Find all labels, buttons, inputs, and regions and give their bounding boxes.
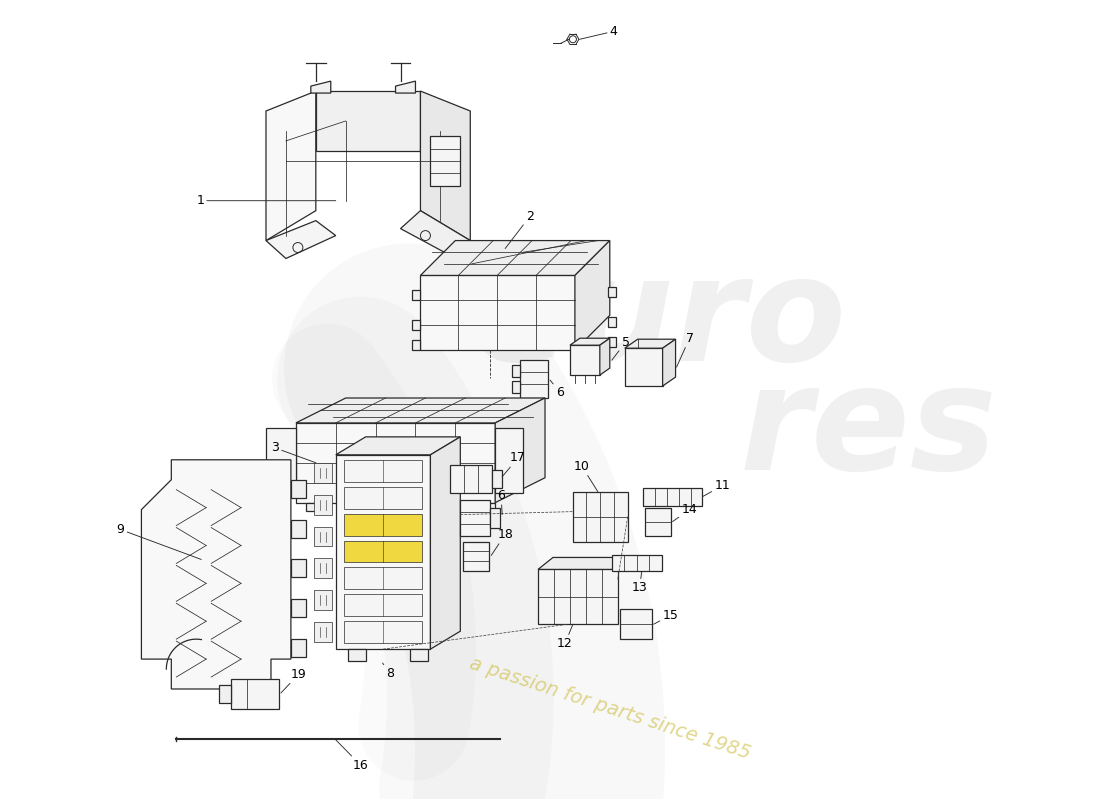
Polygon shape [538,558,632,570]
Bar [612,555,661,571]
Polygon shape [625,339,675,348]
Bar [343,486,422,509]
Bar [314,558,332,578]
Polygon shape [266,91,316,241]
Bar [573,492,628,542]
Bar [348,649,365,661]
Bar [463,542,490,571]
Bar [492,470,503,488]
Text: 8: 8 [383,663,395,680]
Text: 13: 13 [631,571,648,594]
Bar [491,508,501,527]
Polygon shape [662,339,675,386]
Bar [314,462,332,482]
Polygon shape [570,345,600,375]
Text: 3: 3 [271,442,316,462]
Bar [412,340,420,350]
Text: 19: 19 [280,667,307,693]
Bar [343,567,422,590]
Polygon shape [430,437,460,649]
Polygon shape [142,460,290,689]
Polygon shape [420,275,575,350]
Text: 5: 5 [612,336,630,360]
Text: res: res [740,359,998,500]
Text: a passion for parts since 1985: a passion for parts since 1985 [466,654,752,763]
Text: 15: 15 [653,609,679,624]
Bar [306,502,323,510]
Bar [314,494,332,514]
Text: 12: 12 [557,624,573,650]
Bar [460,500,491,535]
Text: 7: 7 [676,332,693,367]
Text: euro: euro [472,250,847,390]
Bar [538,570,618,624]
Bar [513,381,520,393]
Text: 1: 1 [196,194,336,207]
Bar [513,365,520,377]
Text: 2: 2 [505,210,534,249]
Polygon shape [266,221,336,258]
Polygon shape [296,398,544,423]
Bar [343,514,422,535]
Bar [477,502,495,510]
Bar [608,287,616,298]
Bar [608,318,616,327]
Bar [314,590,332,610]
Polygon shape [495,398,544,502]
Bar [619,610,651,639]
Text: 6: 6 [497,489,505,514]
Polygon shape [575,241,609,350]
Bar [645,508,671,535]
Bar [430,136,460,186]
Polygon shape [420,91,471,241]
Text: 10: 10 [574,460,597,492]
Text: 16: 16 [336,740,368,772]
Bar [343,622,422,643]
Bar [412,290,420,300]
Bar [290,639,306,657]
Polygon shape [400,210,471,255]
Bar [642,488,703,506]
Polygon shape [420,241,609,275]
Bar [410,649,428,661]
Polygon shape [625,348,662,386]
Text: 9: 9 [117,523,201,559]
Text: 4: 4 [580,25,618,39]
Polygon shape [396,81,416,93]
Polygon shape [266,428,296,493]
Bar [343,594,422,616]
Polygon shape [336,437,460,455]
Text: 14: 14 [672,503,697,522]
Bar [314,622,332,642]
Bar [231,679,279,709]
Polygon shape [600,338,609,375]
Bar [290,519,306,538]
Polygon shape [570,338,609,345]
Bar [290,599,306,618]
Bar [412,320,420,330]
Polygon shape [495,428,524,493]
Bar [343,541,422,562]
Bar [290,480,306,498]
Polygon shape [311,81,331,93]
Polygon shape [336,455,430,649]
Text: 18: 18 [492,528,513,555]
Bar [450,465,492,493]
Polygon shape [296,423,495,502]
Text: 11: 11 [703,479,730,497]
Bar [219,685,231,703]
Polygon shape [316,91,420,151]
Bar [290,559,306,578]
Text: 17: 17 [503,451,526,477]
Bar [520,360,548,398]
Bar [343,460,422,482]
Bar [314,526,332,546]
Text: 6: 6 [550,380,564,398]
Bar [608,338,616,347]
